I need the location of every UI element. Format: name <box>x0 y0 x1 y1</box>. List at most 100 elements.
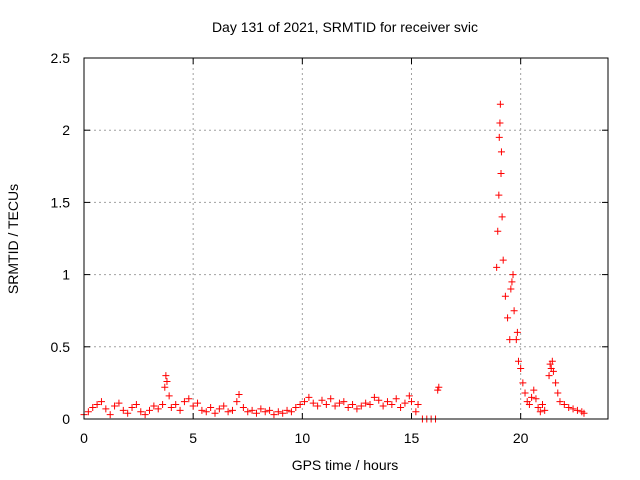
data-point <box>405 392 413 400</box>
data-point <box>119 406 127 414</box>
data-point <box>509 271 517 279</box>
data-point <box>137 408 145 416</box>
data-point <box>497 148 505 156</box>
data-point <box>266 406 274 414</box>
data-point <box>93 401 101 409</box>
data-point <box>292 403 300 411</box>
data-point <box>84 408 92 416</box>
data-point <box>211 409 219 417</box>
data-point <box>189 402 197 410</box>
data-point <box>128 403 136 411</box>
data-point <box>162 372 170 380</box>
data-point <box>414 401 422 409</box>
data-point <box>375 396 383 404</box>
data-point <box>228 406 236 414</box>
data-point <box>314 402 322 410</box>
data-point <box>401 399 409 407</box>
data-point <box>514 357 522 365</box>
data-point <box>185 395 193 403</box>
data-point <box>198 406 206 414</box>
x-axis-label: GPS time / hours <box>292 457 399 473</box>
y-tick-label: 1.5 <box>51 194 71 210</box>
data-point <box>106 411 114 419</box>
data-point <box>349 401 357 409</box>
y-tick-label: 0.5 <box>51 339 71 355</box>
data-point <box>274 408 282 416</box>
data-point <box>283 406 291 414</box>
data-point <box>517 364 525 372</box>
data-point <box>552 379 560 387</box>
data-point <box>379 402 387 410</box>
data-point <box>435 383 443 391</box>
data-point <box>327 395 335 403</box>
data-point <box>163 377 171 385</box>
data-point <box>370 393 378 401</box>
data-point <box>508 278 516 286</box>
data-point <box>167 403 175 411</box>
data-point <box>244 408 252 416</box>
data-point <box>493 263 501 271</box>
data-point <box>392 395 400 403</box>
x-tick-label: 20 <box>513 430 529 446</box>
data-point <box>207 403 215 411</box>
data-point <box>565 403 573 411</box>
tick-labels: 0 5 10 15 20 0 0.5 1 1.5 2 2.5 <box>51 50 529 446</box>
data-point <box>494 227 502 235</box>
data-point <box>202 408 210 416</box>
data-point <box>496 119 504 127</box>
data-point <box>530 386 538 394</box>
data-point <box>305 393 313 401</box>
data-point <box>434 386 442 394</box>
data-point <box>165 392 173 400</box>
data-point <box>408 398 415 406</box>
data-point <box>556 398 564 406</box>
x-tick-label: 5 <box>189 430 197 446</box>
data-point <box>496 100 504 108</box>
data-point <box>239 403 247 411</box>
data-point <box>580 409 588 417</box>
data-point <box>215 405 223 413</box>
x-tick-label: 0 <box>80 430 88 446</box>
data-point <box>252 409 260 417</box>
data-point <box>536 408 544 416</box>
y-tick-label: 2.5 <box>51 50 71 66</box>
x-tick-label: 10 <box>295 430 311 446</box>
data-point <box>248 406 256 414</box>
y-axis-label: SRMTID / TECUs <box>5 184 21 294</box>
data-point <box>497 170 505 178</box>
data-point <box>176 406 184 414</box>
data-point <box>115 399 123 407</box>
data-point <box>335 399 343 407</box>
data-point <box>513 328 521 336</box>
data-point <box>233 398 241 406</box>
y-tick-label: 0 <box>62 411 70 427</box>
data-point <box>194 399 202 407</box>
data-point <box>541 406 549 414</box>
data-point <box>141 411 149 419</box>
data-point <box>569 405 577 413</box>
data-point <box>512 336 520 344</box>
data-point <box>495 133 503 141</box>
data-point <box>507 285 515 293</box>
data-point <box>506 336 514 344</box>
data-point <box>257 405 265 413</box>
data-point <box>224 408 232 416</box>
data-point <box>159 401 167 409</box>
data-point <box>331 402 339 410</box>
data-point <box>510 307 518 315</box>
data-point <box>383 398 391 406</box>
data-point <box>519 379 527 387</box>
data-point <box>548 357 556 365</box>
data-point <box>150 402 158 410</box>
data-point <box>366 401 374 409</box>
data-point <box>534 403 542 411</box>
data-point <box>560 401 568 409</box>
data-point <box>501 292 509 300</box>
data-point <box>172 401 180 409</box>
y-tick-label: 1 <box>62 267 70 283</box>
data-point <box>532 395 540 403</box>
x-tick-label: 15 <box>404 430 420 446</box>
data-point <box>97 398 105 406</box>
data-point <box>146 406 153 414</box>
